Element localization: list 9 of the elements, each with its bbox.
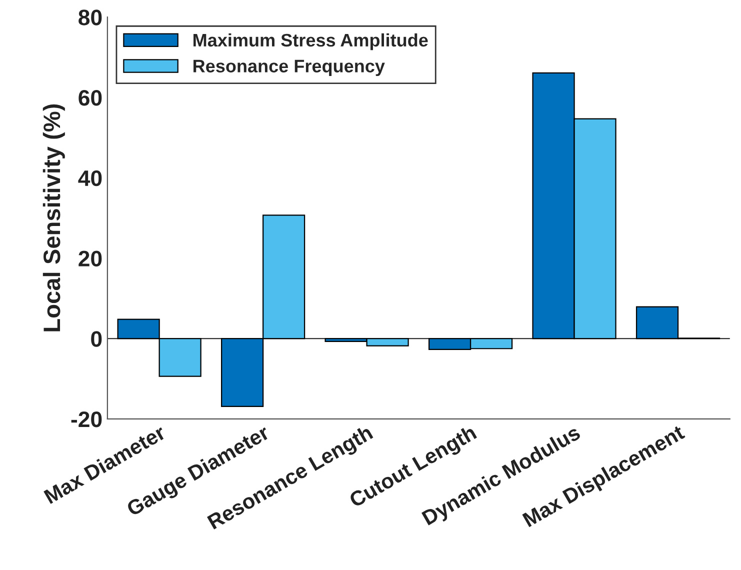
- y-tick-label: -20: [71, 411, 102, 428]
- y-tick-label: 20: [78, 250, 102, 266]
- legend-label: Resonance Frequency: [194, 60, 385, 76]
- y-tick-label: 0: [91, 331, 102, 347]
- y-tick-label: 80: [78, 10, 102, 26]
- y-axis-title: Local Sensitivity (%): [42, 104, 65, 332]
- y-tick-label: 40: [78, 170, 102, 186]
- legend-label: Maximum Stress Amplitude: [194, 33, 428, 50]
- y-tick-label: 60: [78, 90, 102, 106]
